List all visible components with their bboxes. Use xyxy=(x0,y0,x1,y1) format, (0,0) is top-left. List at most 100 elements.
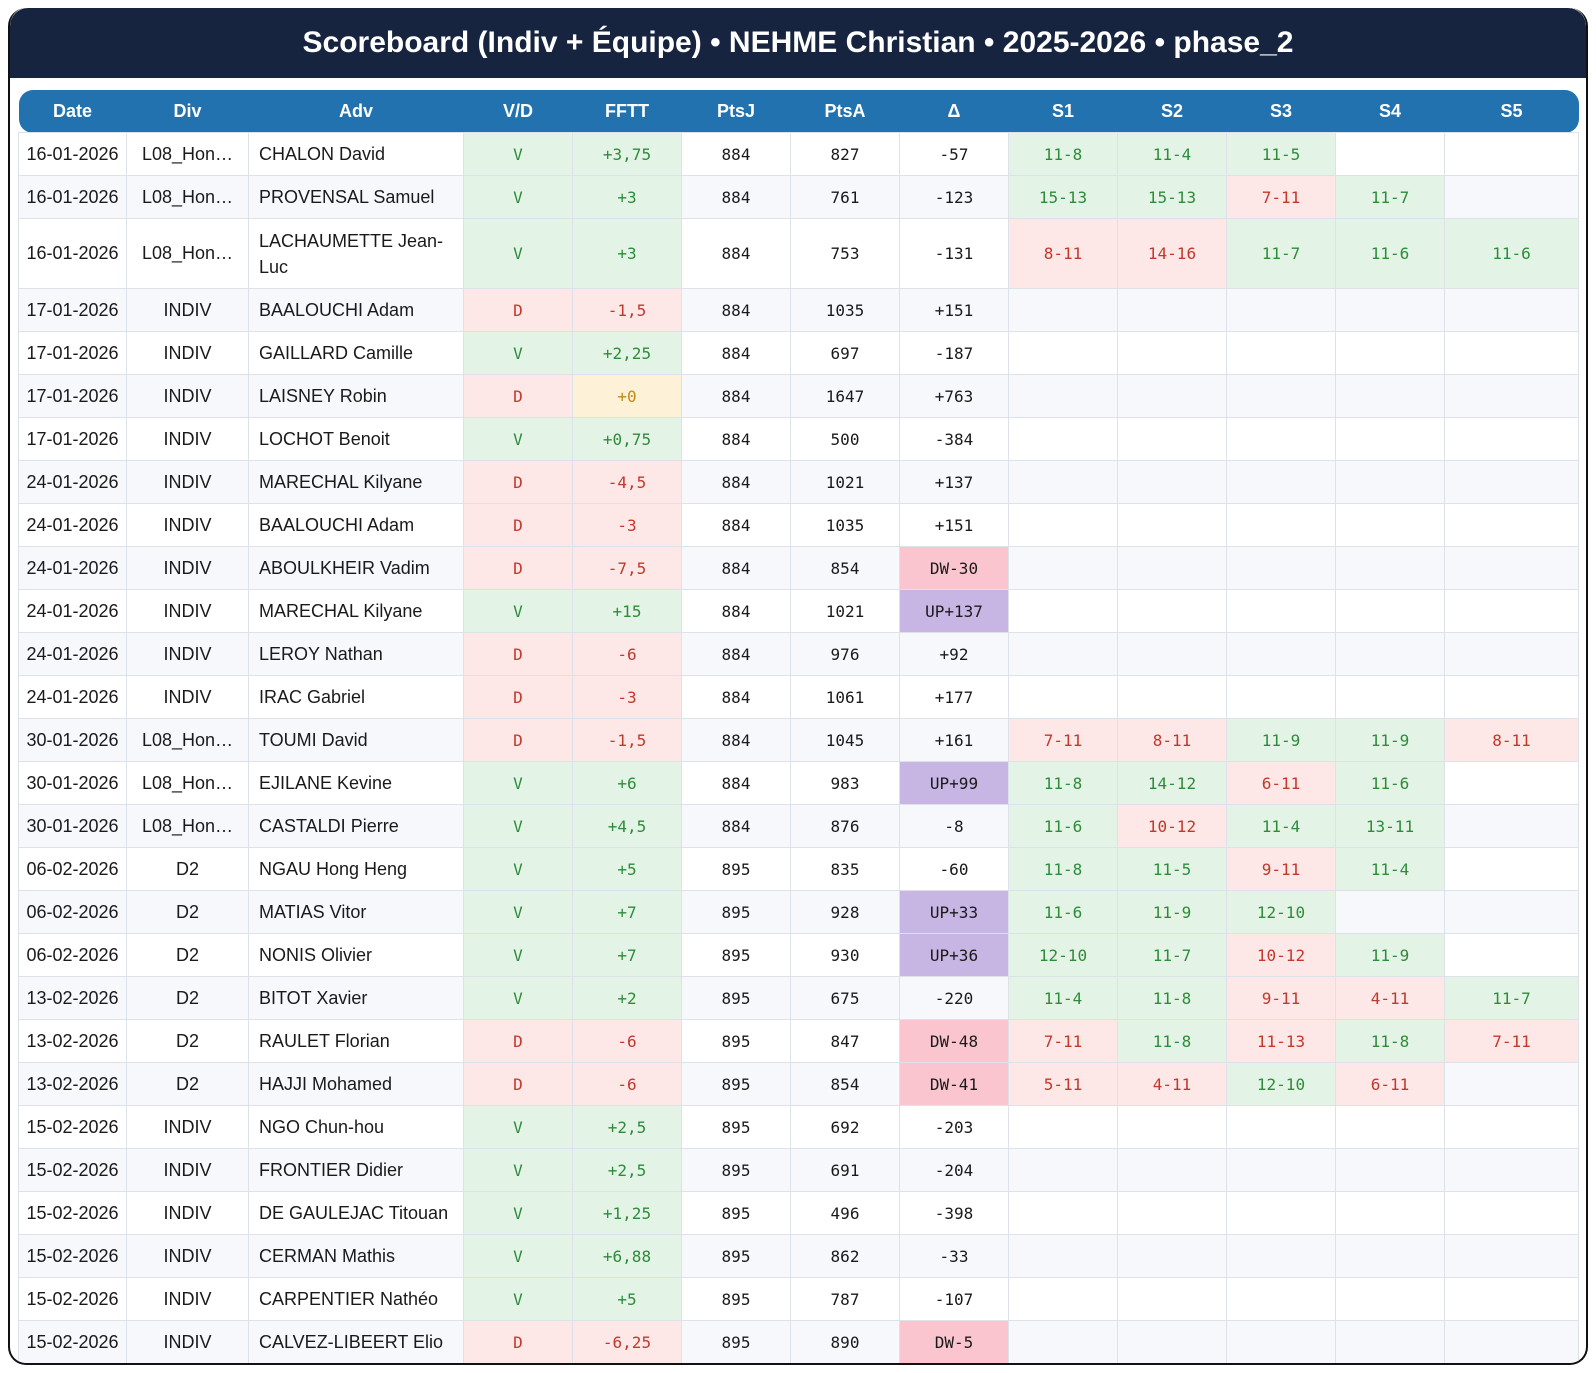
cell-player-points: 884 xyxy=(681,675,791,719)
cell-set-2 xyxy=(1117,632,1227,676)
table-row[interactable]: 24-01-2026 INDIV LEROY Nathan D -6 884 976 +92 xyxy=(18,632,1579,676)
cell-set-4 xyxy=(1335,1148,1445,1192)
cell-fftt-points: -6,25 xyxy=(572,1320,682,1363)
cell-set-4 xyxy=(1335,132,1445,176)
cell-fftt-points: +0,75 xyxy=(572,417,682,461)
table-row[interactable]: 24-01-2026 INDIV MARECHAL Kilyane D -4,5 884 1… xyxy=(18,460,1579,504)
cell-set-4 xyxy=(1335,890,1445,934)
cell-fftt-points: +3 xyxy=(572,218,682,289)
table-row[interactable]: 15-02-2026 INDIV NGO Chun-hou V +2,5 895 692 -2… xyxy=(18,1105,1579,1149)
cell-result: D xyxy=(463,675,573,719)
cell-fftt-points: -6 xyxy=(572,632,682,676)
cell-set-2 xyxy=(1117,331,1227,375)
cell-set-3: 9-11 xyxy=(1226,847,1336,891)
cell-set-3: 11-13 xyxy=(1226,1019,1336,1063)
cell-opponent-points: 692 xyxy=(790,1105,900,1149)
cell-set-5 xyxy=(1444,132,1579,176)
table-row[interactable]: 06-02-2026 D2 MATIAS Vitor V +7 895 928 UP+33 11… xyxy=(18,890,1579,934)
cell-opponent-points: 976 xyxy=(790,632,900,676)
cell-opponent: NGO Chun-hou xyxy=(248,1105,464,1149)
cell-set-5 xyxy=(1444,1105,1579,1149)
column-header-date[interactable]: Date xyxy=(18,90,127,133)
column-header-s5[interactable]: S5 xyxy=(1444,90,1579,133)
cell-set-3: 9-11 xyxy=(1226,976,1336,1020)
cell-set-4: 11-9 xyxy=(1335,718,1445,762)
cell-fftt-points: -6 xyxy=(572,1062,682,1106)
cell-fftt-points: +2,25 xyxy=(572,331,682,375)
cell-set-5 xyxy=(1444,589,1579,633)
cell-set-5 xyxy=(1444,460,1579,504)
cell-set-4 xyxy=(1335,675,1445,719)
cell-date: 24-01-2026 xyxy=(18,589,127,633)
cell-fftt-points: +5 xyxy=(572,1277,682,1321)
table-row[interactable]: 24-01-2026 INDIV IRAC Gabriel D -3 884 1061 +17… xyxy=(18,675,1579,719)
cell-set-3 xyxy=(1226,503,1336,547)
table-row[interactable]: 15-02-2026 INDIV CERMAN Mathis V +6,88 895 862… xyxy=(18,1234,1579,1278)
cell-set-2 xyxy=(1117,503,1227,547)
cell-set-4 xyxy=(1335,1105,1445,1149)
cell-division: INDIV xyxy=(126,1105,249,1149)
cell-date: 30-01-2026 xyxy=(18,761,127,805)
cell-opponent-points: 854 xyxy=(790,546,900,590)
cell-set-4: 11-7 xyxy=(1335,175,1445,219)
table-row[interactable]: 15-02-2026 INDIV FRONTIER Didier V +2,5 895 69… xyxy=(18,1148,1579,1192)
column-header-s2[interactable]: S2 xyxy=(1117,90,1227,133)
table-row[interactable]: 16-01-2026 L08_Hon… LACHAUMETTE Jean-Luc V +… xyxy=(18,218,1579,289)
table-row[interactable]: 16-01-2026 L08_Hon… CHALON David V +3,75 884 8… xyxy=(18,132,1579,176)
cell-set-1 xyxy=(1008,632,1118,676)
column-header-ptsj[interactable]: PtsJ xyxy=(681,90,791,133)
table-row[interactable]: 15-02-2026 INDIV CALVEZ-LIBEERT Elio D -6,25… xyxy=(18,1320,1579,1363)
cell-opponent: BAALOUCHI Adam xyxy=(248,503,464,547)
cell-set-2: 4-11 xyxy=(1117,1062,1227,1106)
table-row[interactable]: 06-02-2026 D2 NGAU Hong Heng V +5 895 835 -60 11… xyxy=(18,847,1579,891)
table-row[interactable]: 17-01-2026 INDIV BAALOUCHI Adam D -1,5 884 103… xyxy=(18,288,1579,332)
cell-set-4 xyxy=(1335,546,1445,590)
cell-opponent: LOCHOT Benoit xyxy=(248,417,464,461)
cell-result: D xyxy=(463,546,573,590)
cell-opponent-points: 983 xyxy=(790,761,900,805)
table-row[interactable]: 30-01-2026 L08_Hon… EJILANE Kevine V +6 884 98… xyxy=(18,761,1579,805)
column-header-div[interactable]: Div xyxy=(126,90,249,133)
table-row[interactable]: 30-01-2026 L08_Hon… CASTALDI Pierre V +4,5 88… xyxy=(18,804,1579,848)
cell-set-3 xyxy=(1226,546,1336,590)
table-row[interactable]: 30-01-2026 L08_Hon… TOUMI David D -1,5 884 104… xyxy=(18,718,1579,762)
column-header-s4[interactable]: S4 xyxy=(1335,90,1445,133)
cell-opponent-points: 1021 xyxy=(790,589,900,633)
column-header-s1[interactable]: S1 xyxy=(1008,90,1118,133)
table-row[interactable]: 15-02-2026 INDIV DE GAULEJAC Titouan V +1,25… xyxy=(18,1191,1579,1235)
table-row[interactable]: 24-01-2026 INDIV ABOULKHEIR Vadim D -7,5 884 8… xyxy=(18,546,1579,590)
column-header-vd[interactable]: V/D xyxy=(463,90,573,133)
cell-date: 24-01-2026 xyxy=(18,546,127,590)
table-row[interactable]: 16-01-2026 L08_Hon… PROVENSAL Samuel V +3 884… xyxy=(18,175,1579,219)
cell-date: 16-01-2026 xyxy=(18,132,127,176)
cell-set-2 xyxy=(1117,546,1227,590)
cell-player-points: 895 xyxy=(681,1277,791,1321)
table-row[interactable]: 24-01-2026 INDIV MARECHAL Kilyane V +15 884 10… xyxy=(18,589,1579,633)
column-header-adv[interactable]: Adv xyxy=(248,90,464,133)
cell-set-4 xyxy=(1335,1234,1445,1278)
cell-set-2 xyxy=(1117,288,1227,332)
cell-delta: -57 xyxy=(899,132,1009,176)
table-row[interactable]: 24-01-2026 INDIV BAALOUCHI Adam D -3 884 1035 +… xyxy=(18,503,1579,547)
cell-set-3 xyxy=(1226,589,1336,633)
column-header-delta[interactable]: Δ xyxy=(899,90,1009,133)
cell-opponent: TOUMI David xyxy=(248,718,464,762)
table-body: 16-01-2026 L08_Hon… CHALON David V +3,75 884 8… xyxy=(18,132,1579,1363)
cell-opponent-points: 827 xyxy=(790,132,900,176)
cell-player-points: 895 xyxy=(681,890,791,934)
column-header-s3[interactable]: S3 xyxy=(1226,90,1336,133)
cell-set-1 xyxy=(1008,675,1118,719)
table-row[interactable]: 06-02-2026 D2 NONIS Olivier V +7 895 930 UP+36 1… xyxy=(18,933,1579,977)
table-row[interactable]: 13-02-2026 D2 RAULET Florian D -6 895 847 DW-48… xyxy=(18,1019,1579,1063)
table-row[interactable]: 13-02-2026 D2 BITOT Xavier V +2 895 675 -220 11-… xyxy=(18,976,1579,1020)
column-header-fftt[interactable]: FFTT xyxy=(572,90,682,133)
cell-player-points: 895 xyxy=(681,976,791,1020)
table-row[interactable]: 17-01-2026 INDIV LOCHOT Benoit V +0,75 884 500… xyxy=(18,417,1579,461)
table-row[interactable]: 13-02-2026 D2 HAJJI Mohamed D -6 895 854 DW-41 5… xyxy=(18,1062,1579,1106)
cell-set-3: 7-11 xyxy=(1226,175,1336,219)
cell-result: V xyxy=(463,1277,573,1321)
table-row[interactable]: 17-01-2026 INDIV GAILLARD Camille V +2,25 884… xyxy=(18,331,1579,375)
table-row[interactable]: 17-01-2026 INDIV LAISNEY Robin D +0 884 1647 +7… xyxy=(18,374,1579,418)
table-row[interactable]: 15-02-2026 INDIV CARPENTIER Nathéo V +5 895 78… xyxy=(18,1277,1579,1321)
column-header-ptsa[interactable]: PtsA xyxy=(790,90,900,133)
